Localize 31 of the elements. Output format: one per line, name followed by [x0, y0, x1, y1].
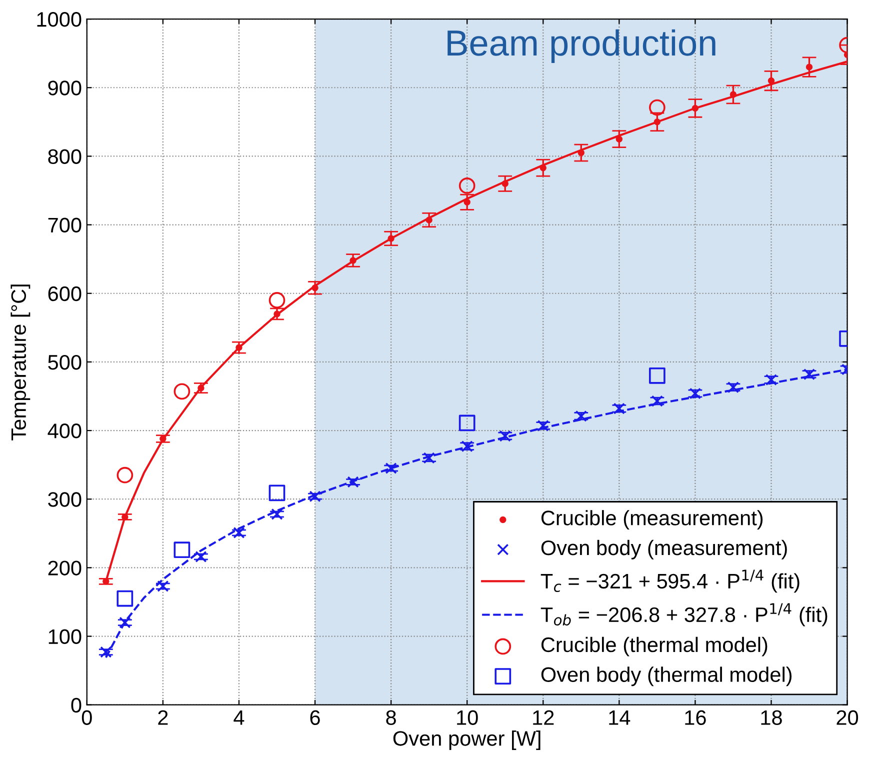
- y-tick-label: 300: [48, 492, 82, 507]
- legend-label: Crucible (thermal model): [541, 636, 768, 656]
- legend-label: Oven body (measurement): [541, 540, 787, 560]
- x-tick-label: 16: [685, 710, 706, 726]
- y-tick-label: 900: [48, 80, 82, 96]
- y-tick-label: 400: [48, 424, 82, 438]
- x-tick-label: 4: [234, 710, 244, 725]
- legend-label: T$_{c}$ = −321 + 595.4 · P$^{1/4}$ (fit): [540, 570, 800, 593]
- x-tick-label: 20: [836, 710, 858, 726]
- x-tick-label: 10: [457, 710, 478, 726]
- y-tick-label: 800: [48, 149, 82, 164]
- legend-label: T$_{ob}$ = −206.8 + 327.8 · P$^{1/4}$ (fit): [540, 603, 828, 626]
- x-tick-label: 0: [82, 710, 92, 726]
- y-tick-label: 500: [48, 354, 82, 370]
- x-tick-label: 14: [609, 710, 630, 725]
- x-tick-label: 2: [158, 710, 168, 725]
- y-tick-label: 600: [48, 286, 82, 302]
- legend-label: Oven body (thermal model): [541, 666, 792, 686]
- y-tick-label: 700: [48, 218, 82, 233]
- band-label: Beam production: [448, 29, 716, 63]
- y-tick-label: 100: [48, 629, 82, 644]
- legend-label: Crucible (measurement): [541, 510, 763, 530]
- x-tick-label: 8: [386, 710, 396, 726]
- y-axis-title: Temperature [°C]: [10, 284, 30, 440]
- y-tick-label: 200: [48, 560, 82, 576]
- y-tick-label: 1000: [37, 12, 82, 27]
- x-tick-label: 18: [761, 710, 782, 726]
- x-tick-label: 12: [533, 710, 554, 725]
- y-tick-label: 0: [71, 698, 82, 713]
- x-axis-title: Oven power [W]: [393, 730, 540, 750]
- x-tick-label: 6: [310, 710, 320, 726]
